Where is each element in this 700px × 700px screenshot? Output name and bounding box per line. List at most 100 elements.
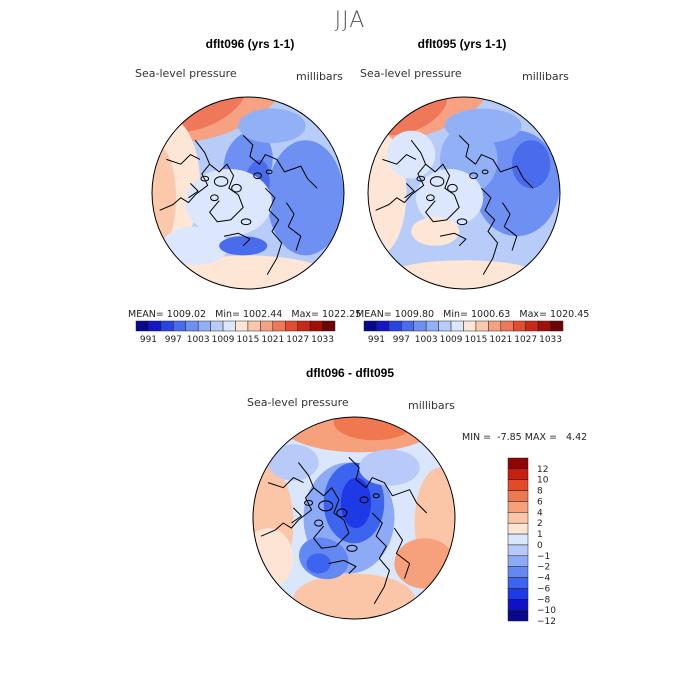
map-3-island: [314, 519, 324, 527]
colorbar-3-tick-label: 6: [537, 497, 543, 507]
map-1-island: [210, 194, 219, 202]
colorbar-2-swatch: [537, 320, 551, 332]
colorbar-3-tick-label: 10: [537, 476, 549, 486]
map-3-contour-region: [394, 538, 455, 589]
colorbar-3-swatch: [507, 577, 529, 589]
panel2-stats: MEAN= 1009.80 Min= 1000.63 Max= 1020.45: [356, 309, 589, 320]
map-3-coastline: [371, 512, 390, 605]
panel1-stats: MEAN= 1009.02 Min= 1002.44 Max= 1022.25: [128, 309, 361, 320]
colorbar-1-swatch: [185, 320, 199, 332]
map-2-coastline: [439, 232, 467, 247]
colorbar-2-tick-label: 1021: [489, 335, 512, 345]
panel2-max-label: Max=: [519, 309, 547, 320]
colorbar-3-swatch: [507, 609, 529, 622]
colorbar-2-swatch: [488, 320, 502, 332]
panel2-title: dflt095 (yrs 1-1): [417, 37, 507, 51]
colorbar-2-swatch: [463, 320, 477, 332]
colorbar-3-tick-label: 0: [537, 541, 543, 551]
panel3-title: dflt096 - dflt095: [305, 366, 395, 380]
colorbar-1-tick-label: 1009: [212, 335, 235, 345]
map-3-coastline: [291, 507, 302, 524]
map-2-coastline: [382, 154, 417, 165]
map-1-island: [253, 172, 262, 180]
colorbar-2-swatch: [401, 320, 414, 332]
map-3-island: [336, 508, 348, 518]
colorbar-2-swatch: [363, 320, 377, 332]
map-3-island: [359, 496, 369, 504]
map-2-island: [429, 176, 445, 187]
colorbar-1-swatch: [235, 320, 249, 332]
map-2-contour-region: [444, 108, 522, 144]
panel3-variable-label: Sea-level pressure: [247, 396, 349, 409]
map-2-coastline: [404, 183, 415, 199]
colorbar-1-swatch: [222, 320, 236, 332]
panel1-title: dflt096 (yrs 1-1): [205, 37, 295, 51]
map-2-field: [368, 97, 560, 289]
map-2-coastline: [425, 163, 460, 223]
map-1-island: [231, 183, 242, 193]
panel1-max-label: Max=: [291, 309, 319, 320]
colorbar-1-swatch: [148, 320, 162, 332]
colorbar-2-tick-label: 1015: [464, 335, 487, 345]
colorbar-1-swatch: [322, 320, 336, 332]
colorbar-1-swatch: [210, 320, 224, 332]
map-1-coastline: [159, 139, 211, 211]
colorbar-2-swatch: [388, 320, 402, 332]
colorbar-1-swatch: [272, 320, 286, 332]
colorbar-1-tick-label: 1021: [261, 335, 284, 345]
colorbar-2-swatch: [513, 320, 526, 332]
map-3-island: [346, 544, 358, 552]
map-1-coastline: [285, 202, 302, 251]
map-3-island: [372, 493, 380, 499]
panel2-variable-label: Sea-level pressure: [360, 67, 462, 80]
colorbar-3-tick-label: −12: [537, 617, 556, 627]
colorbar-3-swatch: [507, 468, 529, 480]
map-3-contour-region: [253, 528, 294, 589]
map-2-island: [469, 172, 478, 180]
map-1-coastline: [264, 187, 283, 275]
colorbar-1-swatch: [260, 320, 274, 332]
colorbar-2-swatch: [475, 320, 489, 332]
map-3-island: [318, 500, 334, 512]
colorbar-3-swatch: [507, 490, 529, 502]
colorbar-3-tick-label: 8: [537, 487, 543, 497]
colorbar-1-tick-label: 1003: [187, 335, 210, 345]
colorbar-3-tick-label: −2: [537, 563, 550, 573]
colorbar-1-swatch: [247, 320, 261, 332]
colorbar-2-swatch: [438, 320, 452, 332]
map-1-coastline: [209, 163, 244, 223]
map-3-contour-region: [340, 477, 372, 529]
colorbar-3-tick-label: −6: [537, 584, 551, 594]
panel1-min-label: Min=: [215, 309, 240, 320]
map-3-contour-region: [359, 449, 420, 486]
colorbar-1-swatch: [197, 320, 211, 332]
map-2-coastlines: [375, 135, 534, 275]
panel2-min-label: Min=: [443, 309, 468, 320]
map-1-coastline: [188, 183, 199, 199]
colorbar-3-swatch: [507, 479, 529, 491]
colorbar-2-swatch: [376, 320, 390, 332]
colorbar-3-swatch: [507, 599, 529, 611]
colorbar-2-swatch: [413, 320, 427, 332]
panel2-max-value: 1020.45: [550, 309, 590, 320]
colorbar-2-swatch: [450, 320, 464, 332]
colorbar-3-swatch: [507, 555, 529, 567]
colorbar-3-swatch: [507, 533, 529, 546]
panel1-min-value: 1002.44: [243, 309, 283, 320]
map-2-coastline: [375, 139, 427, 211]
colorbar-1-tick-label: 1027: [286, 335, 309, 345]
panel2-units-label: millibars: [522, 70, 569, 83]
map-1-island: [265, 169, 273, 175]
colorbar-1-swatch: [297, 320, 311, 332]
colorbar-2-tick-label: 997: [393, 335, 410, 345]
panel3-units-label: millibars: [408, 399, 455, 412]
panel1-mean-label: MEAN=: [128, 309, 164, 320]
map-2-island: [447, 183, 458, 193]
map-2-contour-region: [512, 140, 551, 189]
map-2-contour-region: [377, 260, 551, 289]
map-3-contour-region: [268, 444, 319, 481]
colorbar-3-tick-label: −10: [537, 606, 556, 616]
colorbar-2-swatch: [550, 320, 564, 332]
map-3-coastline: [348, 457, 428, 514]
map-3-coastline: [260, 462, 315, 537]
